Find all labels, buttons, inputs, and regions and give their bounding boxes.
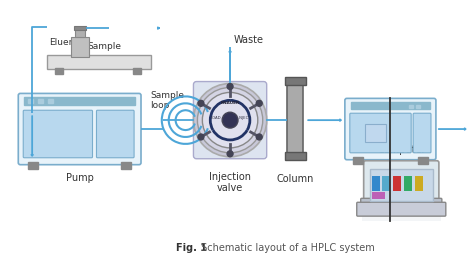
Text: LOAD: LOAD (211, 116, 221, 120)
Bar (24, 97, 135, 105)
Bar (415, 176, 423, 191)
Text: Pump: Pump (66, 173, 93, 183)
FancyBboxPatch shape (18, 94, 141, 165)
Circle shape (198, 134, 204, 140)
Bar (284, 77, 306, 84)
Text: Eluent: Eluent (49, 38, 78, 47)
Bar (365, 124, 386, 142)
Circle shape (227, 84, 233, 90)
Circle shape (227, 151, 233, 157)
Bar (71, 37, 89, 57)
Bar (351, 102, 430, 109)
FancyBboxPatch shape (23, 110, 92, 158)
FancyBboxPatch shape (345, 98, 436, 160)
Bar (74, 26, 86, 30)
Bar (393, 176, 401, 191)
Circle shape (202, 92, 258, 148)
Circle shape (193, 84, 267, 157)
Bar (48, 99, 53, 103)
Text: Injection
valve: Injection valve (209, 172, 251, 193)
Text: Detector: Detector (369, 168, 412, 178)
Text: INJECT: INJECT (238, 116, 251, 120)
Bar (55, 68, 63, 74)
Bar (121, 162, 131, 169)
Bar (418, 157, 428, 164)
Bar (383, 176, 391, 191)
Bar (284, 152, 306, 160)
Bar (28, 99, 33, 103)
FancyBboxPatch shape (97, 110, 134, 158)
Text: Sample
loop: Sample loop (150, 91, 184, 110)
Text: Fig. 1: Fig. 1 (176, 243, 207, 253)
Bar (287, 81, 303, 156)
Circle shape (197, 87, 263, 153)
FancyBboxPatch shape (193, 81, 267, 159)
Text: Waste: Waste (234, 35, 264, 45)
FancyBboxPatch shape (413, 113, 431, 153)
Bar (133, 68, 141, 74)
Circle shape (222, 112, 238, 128)
FancyBboxPatch shape (361, 198, 442, 208)
Text: Column: Column (277, 174, 314, 184)
Text: Computer: Computer (377, 145, 426, 155)
FancyBboxPatch shape (357, 202, 446, 216)
Bar (370, 169, 433, 201)
Circle shape (256, 100, 262, 106)
Bar (47, 55, 151, 69)
Bar (362, 215, 441, 221)
Circle shape (198, 100, 204, 106)
Bar (372, 192, 385, 199)
Text: Sample: Sample (88, 42, 121, 51)
Bar (409, 105, 413, 108)
Bar (372, 176, 380, 191)
Bar (75, 29, 84, 37)
Bar (38, 99, 43, 103)
Circle shape (256, 134, 262, 140)
Bar (404, 176, 412, 191)
Bar (416, 105, 420, 108)
FancyBboxPatch shape (350, 113, 411, 153)
Bar (353, 157, 363, 164)
Bar (28, 162, 38, 169)
Text: Schematic layout of a HPLC system: Schematic layout of a HPLC system (199, 243, 375, 253)
Text: KNAUER: KNAUER (220, 101, 240, 105)
FancyBboxPatch shape (364, 161, 439, 209)
